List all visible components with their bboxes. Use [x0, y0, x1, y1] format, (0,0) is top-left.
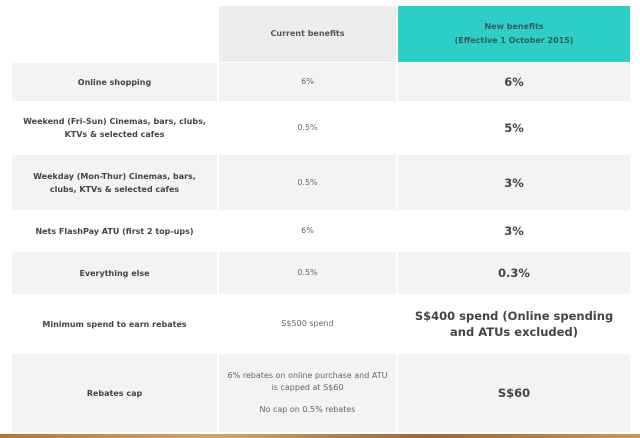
row-label-cell: Weekday (Mon-Thur) Cinemas, bars, clubs,…	[12, 155, 217, 210]
row-new-cell: 0.3%	[398, 252, 630, 294]
row-new-value: 0.3%	[498, 266, 530, 280]
header-current-benefits: Current benefits	[219, 6, 396, 62]
row-current-value: 0.5%	[297, 177, 318, 187]
table-header-row: Current benefits New benefits (Effective…	[0, 6, 640, 62]
row-label: Online shopping	[77, 77, 152, 87]
row-new-value: 5%	[504, 121, 524, 135]
row-new-value: S$400 spend (Online spending and ATUs ex…	[414, 309, 614, 339]
row-current-cell: 6%	[219, 211, 396, 251]
table-row: Rebates cap 6% rebates on online purchas…	[0, 354, 640, 432]
row-new-cell: 5%	[398, 102, 630, 154]
row-current-cell: 6% rebates on online purchase and ATU is…	[219, 354, 396, 432]
row-current-value: 0.5%	[297, 268, 318, 277]
row-current-note: No cap on 0.5% rebates	[259, 405, 356, 414]
row-new-cell: 6%	[398, 63, 630, 101]
row-new-cell: S$400 spend (Online spending and ATUs ex…	[398, 295, 630, 353]
row-label-cell: Online shopping	[12, 63, 217, 101]
row-current-cell: 6%	[219, 63, 396, 101]
row-new-value: 3%	[504, 224, 524, 238]
row-new-value: 6%	[504, 75, 524, 89]
row-current-value: 0.5%	[297, 123, 318, 132]
row-label: Minimum spend to earn rebates	[42, 319, 187, 329]
row-current-cell: S$500 spend	[219, 295, 396, 353]
row-label-cell: Minimum spend to earn rebates	[12, 295, 217, 353]
row-label-cell: Nets FlashPay ATU (first 2 top-ups)	[12, 211, 217, 251]
row-label: Weekend (Fri-Sun) Cinemas, bars, clubs, …	[23, 117, 206, 139]
row-new-cell: 3%	[398, 211, 630, 251]
row-label-cell: Rebates cap	[12, 354, 217, 432]
table-row: Weekend (Fri-Sun) Cinemas, bars, clubs, …	[0, 102, 640, 154]
row-new-cell: 3%	[398, 155, 630, 210]
table-row: Online shopping 6% 6%	[0, 63, 640, 101]
row-new-cell: S$60	[398, 354, 630, 432]
row-label-cell: Everything else	[12, 252, 217, 294]
row-new-value: 3%	[504, 175, 524, 190]
table-row: Nets FlashPay ATU (first 2 top-ups) 6% 3…	[0, 211, 640, 251]
header-empty-cell	[12, 6, 217, 62]
row-current-cell: 0.5%	[219, 102, 396, 154]
header-current-label: Current benefits	[270, 29, 345, 38]
row-current-value: S$500 spend	[281, 319, 334, 328]
header-new-benefits: New benefits (Effective 1 October 2015)	[398, 6, 630, 62]
header-new-title: New benefits	[484, 22, 544, 31]
table-row: Weekday (Mon-Thur) Cinemas, bars, clubs,…	[0, 155, 640, 210]
header-new-subtitle: (Effective 1 October 2015)	[454, 36, 574, 45]
row-current-value: 6% rebates on online purchase and ATU is…	[227, 371, 388, 392]
row-label: Rebates cap	[86, 388, 143, 398]
row-label: Weekday (Mon-Thur) Cinemas, bars, clubs,…	[33, 171, 196, 194]
table-row: Minimum spend to earn rebates S$500 spen…	[0, 295, 640, 353]
row-current-cell: 0.5%	[219, 252, 396, 294]
row-current-cell: 0.5%	[219, 155, 396, 210]
bottom-decorative-strip	[0, 434, 640, 438]
table-row: Everything else 0.5% 0.3%	[0, 252, 640, 294]
row-current-value: 6%	[301, 77, 314, 86]
row-label-cell: Weekend (Fri-Sun) Cinemas, bars, clubs, …	[12, 102, 217, 154]
row-current-value: 6%	[301, 226, 314, 235]
row-label: Nets FlashPay ATU (first 2 top-ups)	[35, 226, 194, 236]
row-label: Everything else	[79, 268, 150, 278]
row-new-value: S$60	[497, 386, 531, 400]
